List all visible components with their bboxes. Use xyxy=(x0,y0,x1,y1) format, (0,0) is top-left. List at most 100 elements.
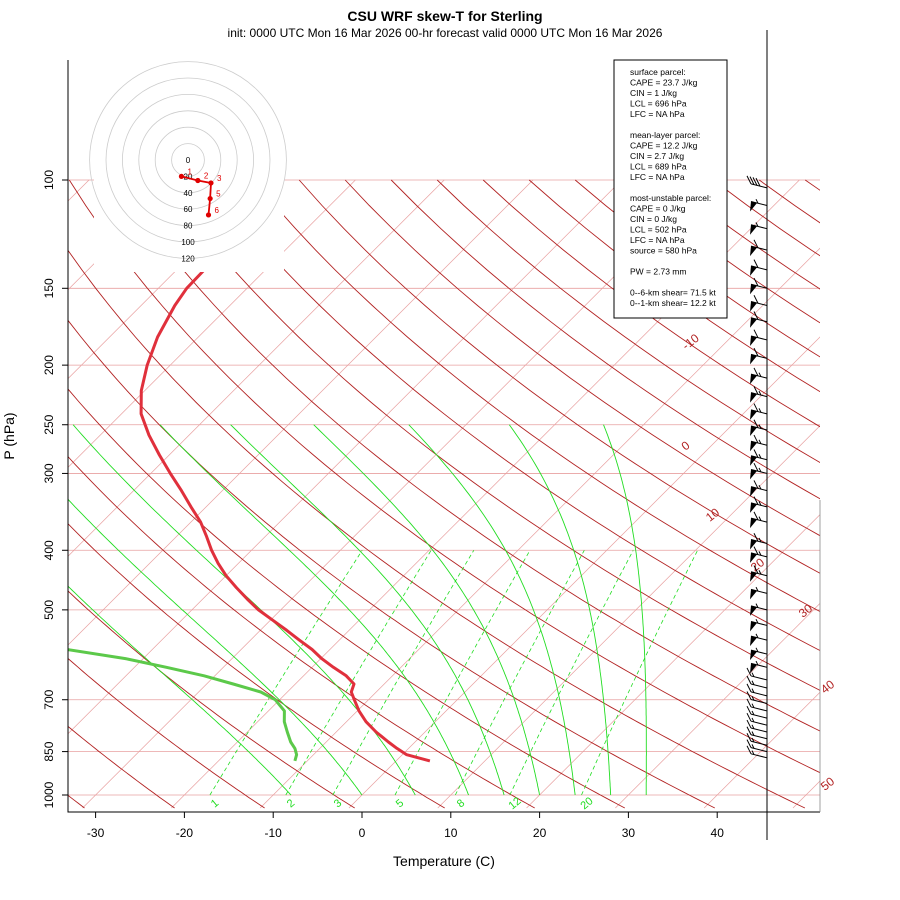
barb-flag xyxy=(746,675,752,685)
barb-flag xyxy=(746,745,752,755)
hodograph-point-label: 1 xyxy=(187,167,192,176)
hodograph-ring xyxy=(171,143,205,177)
y-tick-label: 250 xyxy=(42,414,56,434)
barb-half-flag xyxy=(751,688,755,693)
mixing-ratio-label: 2 xyxy=(285,797,297,810)
wind-barb xyxy=(746,705,768,719)
dry-adiabat xyxy=(68,455,535,809)
moist-adiabat xyxy=(408,424,576,796)
moist-adiabat xyxy=(313,424,541,796)
barb-flag xyxy=(746,175,752,185)
wind-barb xyxy=(750,511,768,529)
barb-pennant xyxy=(750,636,757,647)
barb-pennant xyxy=(750,469,757,480)
barb-half-flag xyxy=(755,222,759,227)
barb-half-flag xyxy=(755,586,759,592)
info-line: LCL = 689 hPa xyxy=(630,162,687,172)
barb-pennant xyxy=(750,374,757,385)
wind-barb xyxy=(750,239,768,257)
barb-shaft xyxy=(750,409,768,415)
barb-pennant xyxy=(750,621,757,632)
barb-half-flag xyxy=(755,618,759,624)
dry-adiabat xyxy=(390,179,820,500)
barb-half-flag xyxy=(751,680,755,686)
hodograph-ring-label: 0 xyxy=(186,156,191,165)
barb-shaft xyxy=(750,373,768,379)
dry-adiabat xyxy=(114,179,820,732)
barb-pennant xyxy=(750,354,757,365)
barb-shaft xyxy=(750,317,768,323)
wind-barb xyxy=(746,683,768,697)
isotherm-line xyxy=(526,514,820,809)
mixing-ratio-line xyxy=(285,550,432,796)
barb-half-flag xyxy=(758,390,762,396)
dry-adiabat xyxy=(68,657,265,809)
dry-adiabat xyxy=(206,179,820,652)
barb-flag xyxy=(753,546,759,555)
barb-half-flag xyxy=(758,372,762,377)
barb-shaft xyxy=(750,301,768,307)
wind-barb xyxy=(750,647,768,661)
y-tick-label: 400 xyxy=(42,540,56,560)
hodograph-point-label: 6 xyxy=(215,206,220,215)
barb-flag xyxy=(753,496,759,505)
hodograph-point-label: 2 xyxy=(204,172,209,181)
barb-pennant xyxy=(750,663,757,674)
info-line: PW = 2.73 mm xyxy=(630,267,686,277)
adiabat-lines xyxy=(68,179,820,809)
x-tick-label: -30 xyxy=(87,826,105,840)
barb-shaft xyxy=(750,392,768,398)
isotherm-line xyxy=(68,179,356,468)
info-line: CAPE = 12.2 J/kg xyxy=(630,141,698,151)
wind-barb xyxy=(750,618,768,632)
hodograph-ring xyxy=(122,94,254,226)
y-tick-label: 850 xyxy=(42,741,56,761)
barb-half-flag xyxy=(758,424,762,429)
info-line: CAPE = 23.7 J/kg xyxy=(630,78,698,88)
barb-shaft xyxy=(750,283,768,289)
barb-shaft xyxy=(750,455,768,461)
dry-adiabat xyxy=(298,179,820,574)
dry-adiabat xyxy=(68,179,820,774)
dry-adiabat xyxy=(436,179,820,463)
barb-half-flag xyxy=(758,569,762,575)
barb-half-flag xyxy=(758,501,762,506)
barb-flag xyxy=(753,462,759,472)
barb-half-flag xyxy=(758,484,762,490)
dry-adiabat xyxy=(160,179,820,691)
dry-adiabat-label: -10 xyxy=(679,331,702,353)
barb-flag xyxy=(746,698,752,708)
wind-barb xyxy=(750,222,768,235)
y-tick-label: 150 xyxy=(42,278,56,298)
isotherm-line xyxy=(348,336,820,809)
isotherm-line xyxy=(68,179,267,380)
wind-barb xyxy=(750,565,768,582)
wind-barb xyxy=(746,745,768,759)
hodograph-ring xyxy=(154,126,222,194)
barb-flag xyxy=(753,533,759,542)
isotherm-line xyxy=(68,179,179,291)
barb-pennant xyxy=(750,455,757,466)
hodograph-ring-label: 40 xyxy=(184,189,193,198)
isotherm-line xyxy=(259,247,820,809)
hodograph-background xyxy=(94,62,284,272)
wind-barb xyxy=(746,667,768,681)
wind-barb xyxy=(746,698,768,712)
info-line: mean-layer parcel: xyxy=(630,130,700,140)
moist-adiabat xyxy=(159,424,470,796)
barb-pennant xyxy=(750,502,757,513)
barb-pennant xyxy=(750,650,757,661)
mixing-ratio-line xyxy=(454,550,585,796)
barb-half-flag xyxy=(755,198,759,204)
barb-half-flag xyxy=(755,603,759,608)
barb-flag xyxy=(753,277,759,287)
barb-flag xyxy=(746,719,752,729)
wind-barb xyxy=(750,480,768,497)
barb-flag xyxy=(746,726,752,735)
barb-flag xyxy=(746,683,752,693)
x-tick-label: -20 xyxy=(176,826,194,840)
barb-flag xyxy=(753,403,759,412)
wind-barb xyxy=(750,603,768,616)
dry-adiabat xyxy=(344,179,820,537)
